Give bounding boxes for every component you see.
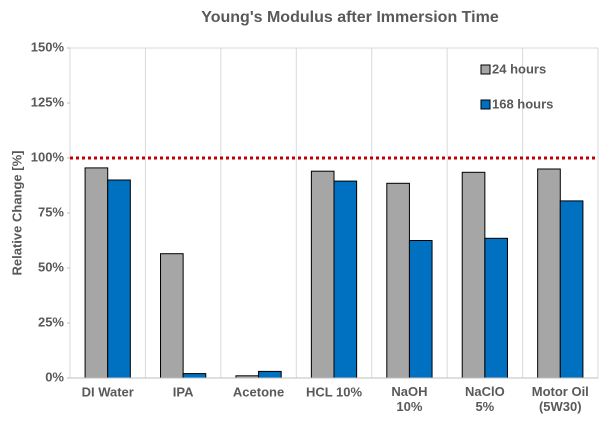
bar — [559, 200, 584, 379]
y-axis-label: Relative Change [%] — [9, 151, 24, 276]
y-tick-label: 100% — [31, 149, 65, 164]
bar — [258, 370, 282, 379]
legend-label: 24 hours — [492, 61, 546, 76]
x-tick-label: HCL 10% — [306, 384, 363, 399]
bar — [333, 180, 358, 379]
bar — [182, 373, 207, 379]
x-tick-label: IPA — [173, 384, 194, 399]
legend-swatch — [480, 99, 491, 110]
y-tick-label: 50% — [38, 259, 64, 274]
legend-swatch — [480, 64, 491, 75]
bar — [537, 168, 561, 379]
x-tick-label: DI Water — [82, 384, 134, 399]
bar — [461, 171, 486, 379]
bar — [408, 240, 433, 379]
x-tick-label: Acetone — [233, 384, 284, 399]
x-tick-label: Motor Oil (5W30) — [532, 384, 589, 414]
bar — [484, 237, 508, 379]
x-tick-label: NaOH 10% — [391, 384, 427, 414]
chart-title: Young's Modulus after Immersion Time — [201, 9, 499, 26]
bar — [386, 182, 410, 379]
bar — [310, 170, 335, 379]
bar — [160, 253, 184, 379]
bar — [84, 167, 109, 379]
y-tick-label: 0% — [45, 369, 64, 384]
x-tick-label: NaClO 5% — [465, 384, 505, 414]
legend-label: 168 hours — [492, 96, 553, 111]
y-tick-label: 150% — [31, 39, 65, 54]
y-tick-label: 75% — [38, 204, 64, 219]
y-tick-label: 125% — [31, 94, 65, 109]
y-tick-label: 25% — [38, 314, 64, 329]
bar — [107, 179, 131, 379]
